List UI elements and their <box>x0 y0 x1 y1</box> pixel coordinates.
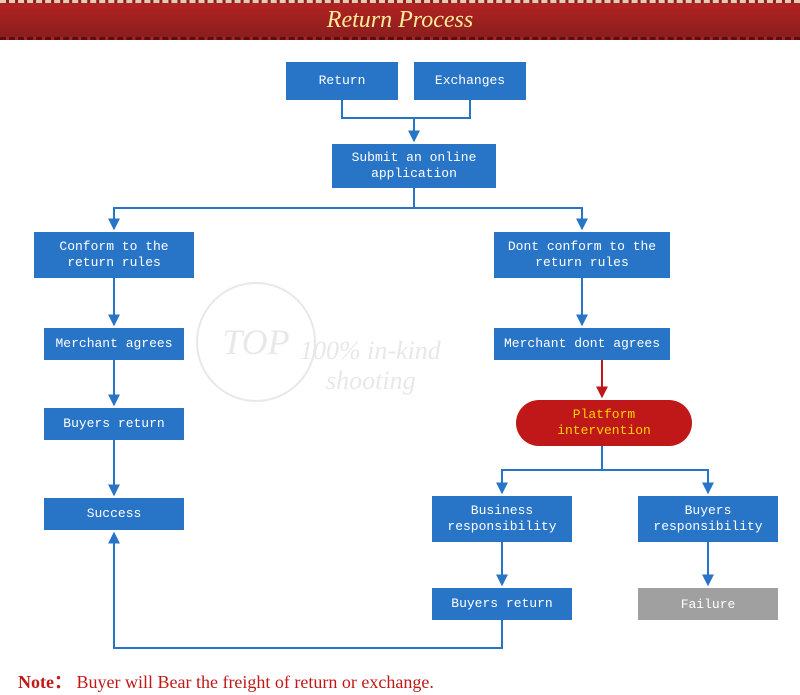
node-buy_resp: Buyers responsibility <box>638 496 778 542</box>
edge-platform-to-biz_resp <box>502 446 602 492</box>
node-merch_dont: Merchant dont agrees <box>494 328 670 360</box>
watermark-slogan: 100% in-kind shooting <box>300 336 441 396</box>
node-success: Success <box>44 498 184 530</box>
note-label: Note： <box>18 672 72 692</box>
watermark-top-circle: TOP <box>196 282 316 402</box>
node-buyers_ret_r: Buyers return <box>432 588 572 620</box>
node-conform: Conform to the return rules <box>34 232 194 278</box>
banner-title: Return Process <box>0 0 800 40</box>
node-biz_resp: Business responsibility <box>432 496 572 542</box>
node-submit: Submit an online application <box>332 144 496 188</box>
node-dont_conform: Dont conform to the return rules <box>494 232 670 278</box>
node-return: Return <box>286 62 398 100</box>
edge-exchanges-to-submit <box>414 100 470 118</box>
note-text: Buyer will Bear the freight of return or… <box>76 672 433 692</box>
node-platform: Platform intervention <box>516 400 692 446</box>
edge-submit-to-dont_conform <box>414 208 582 228</box>
node-failure: Failure <box>638 588 778 620</box>
node-exchanges: Exchanges <box>414 62 526 100</box>
edge-platform-to-buy_resp <box>602 470 708 492</box>
edge-submit-to-conform <box>114 188 414 228</box>
node-merch_agree: Merchant agrees <box>44 328 184 360</box>
note-line: Note： Buyer will Bear the freight of ret… <box>18 668 434 694</box>
node-buyers_ret_l: Buyers return <box>44 408 184 440</box>
edge-return-to-submit <box>342 100 414 140</box>
